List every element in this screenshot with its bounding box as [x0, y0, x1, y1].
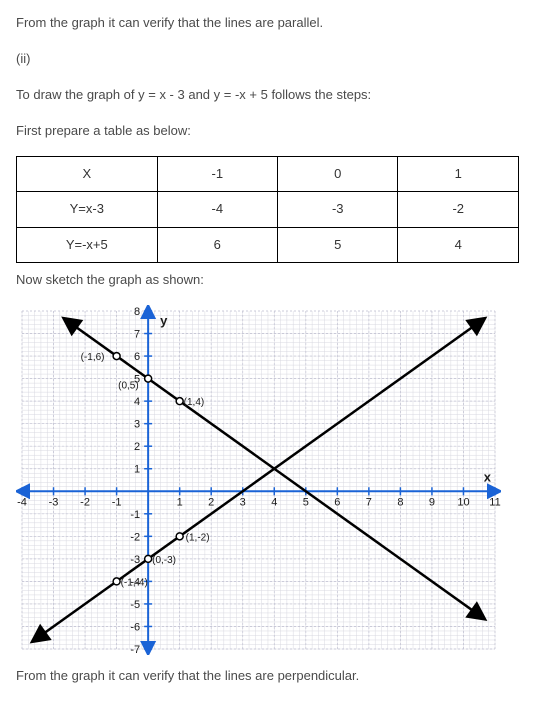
svg-text:1: 1	[134, 463, 140, 475]
table-cell: 5	[278, 227, 398, 262]
svg-text:-2: -2	[130, 531, 140, 543]
instruction-draw: To draw the graph of y = x - 3 and y = -…	[16, 84, 519, 106]
svg-text:-3: -3	[130, 554, 140, 566]
svg-text:(0,5): (0,5)	[118, 380, 139, 391]
table-cell: 6	[157, 227, 277, 262]
svg-text:7: 7	[134, 328, 140, 340]
svg-text:9: 9	[429, 496, 435, 508]
table-header-c1: -1	[157, 157, 277, 192]
table-cell: -4	[157, 192, 277, 227]
table-row: Y=-x+5 6 5 4	[17, 227, 519, 262]
svg-text:4: 4	[271, 496, 277, 508]
svg-text:-3: -3	[49, 496, 59, 508]
section-number: (ii)	[16, 48, 519, 70]
text-parallel-conclusion: From the graph it can verify that the li…	[16, 12, 519, 34]
table-row: X -1 0 1	[17, 157, 519, 192]
text-perpendicular-conclusion: From the graph it can verify that the li…	[16, 665, 519, 687]
svg-text:6: 6	[334, 496, 340, 508]
graph-chart: -4-3-2-11234567891011-7-6-5-4-3-2-112345…	[16, 305, 519, 655]
table-row: Y=x-3 -4 -3 -2	[17, 192, 519, 227]
table-cell: Y=x-3	[17, 192, 158, 227]
svg-text:-7: -7	[130, 644, 140, 655]
svg-text:8: 8	[134, 306, 140, 318]
svg-text:1: 1	[177, 496, 183, 508]
instruction-sketch: Now sketch the graph as shown:	[16, 269, 519, 291]
svg-text:2: 2	[208, 496, 214, 508]
svg-text:-1: -1	[112, 496, 122, 508]
svg-text:10: 10	[457, 496, 469, 508]
svg-text:-2: -2	[80, 496, 90, 508]
instruction-table: First prepare a table as below:	[16, 120, 519, 142]
svg-text:4: 4	[134, 396, 140, 408]
svg-text:6: 6	[134, 351, 140, 363]
svg-text:8: 8	[397, 496, 403, 508]
table-header-c2: 0	[278, 157, 398, 192]
values-table: X -1 0 1 Y=x-3 -4 -3 -2 Y=-x+5 6 5 4	[16, 156, 519, 262]
table-cell: 4	[398, 227, 519, 262]
svg-text:(0,-3): (0,-3)	[152, 555, 176, 566]
svg-text:(-1,6): (-1,6)	[81, 352, 105, 363]
svg-text:11: 11	[489, 496, 500, 508]
svg-text:-5: -5	[130, 599, 140, 611]
svg-text:(1,4): (1,4)	[184, 397, 205, 408]
table-cell: -3	[278, 192, 398, 227]
table-header-c3: 1	[398, 157, 519, 192]
svg-text:y: y	[160, 313, 168, 328]
svg-text:(1,-2): (1,-2)	[186, 532, 210, 543]
svg-text:3: 3	[134, 418, 140, 430]
svg-text:x: x	[484, 469, 492, 484]
svg-text:3: 3	[240, 496, 246, 508]
svg-text:-1: -1	[130, 509, 140, 521]
svg-text:5: 5	[303, 496, 309, 508]
svg-text:7: 7	[366, 496, 372, 508]
svg-text:2: 2	[134, 441, 140, 453]
chart-svg: -4-3-2-11234567891011-7-6-5-4-3-2-112345…	[16, 305, 501, 655]
svg-text:(-1,-4): (-1,-4)	[121, 577, 148, 588]
svg-text:-4: -4	[17, 496, 27, 508]
svg-text:-6: -6	[130, 621, 140, 633]
table-header-x: X	[17, 157, 158, 192]
table-cell: Y=-x+5	[17, 227, 158, 262]
table-cell: -2	[398, 192, 519, 227]
